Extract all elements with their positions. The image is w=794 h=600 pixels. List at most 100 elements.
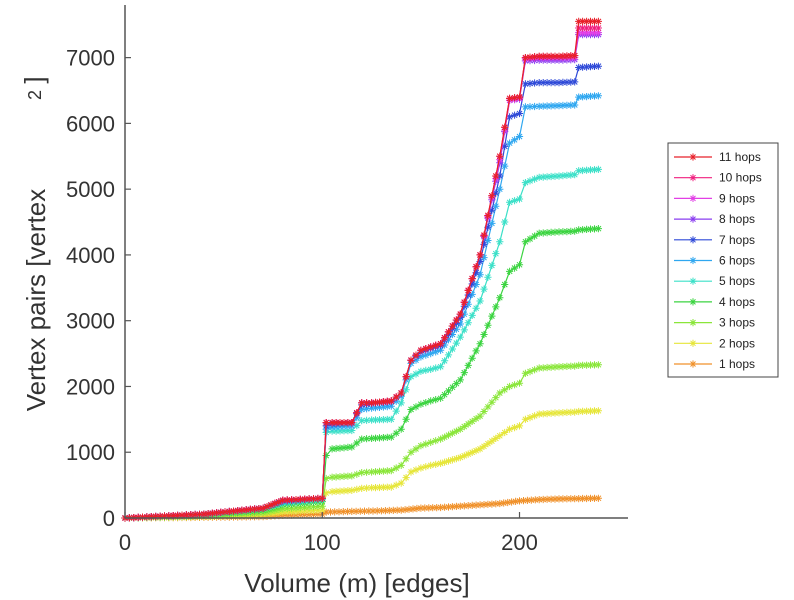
series-point <box>594 62 602 70</box>
series-point <box>563 171 571 179</box>
series-point <box>511 94 519 102</box>
series-point <box>594 225 602 233</box>
series-point <box>567 495 575 503</box>
series-point <box>492 303 500 311</box>
series-point <box>427 461 435 469</box>
legend-swatch-marker <box>689 277 697 285</box>
series-point <box>152 512 160 521</box>
series-point <box>526 368 534 376</box>
series-point <box>590 92 599 100</box>
legend-item-2-hops: 2 hops <box>674 336 755 350</box>
legend-label: 9 hops <box>719 191 755 205</box>
series-point <box>496 172 504 180</box>
series-point <box>501 280 509 289</box>
series-point <box>488 219 496 227</box>
series-point <box>441 433 449 441</box>
series-line-5-hops <box>124 168 599 519</box>
legend-swatch-marker <box>689 194 697 202</box>
series-point <box>579 361 587 369</box>
series-point <box>381 507 389 515</box>
series-point <box>571 101 579 109</box>
series-point <box>417 346 425 354</box>
series-point <box>531 79 539 87</box>
series-point <box>583 93 591 101</box>
series-point <box>484 321 492 329</box>
series-point <box>594 494 602 502</box>
series-point <box>441 503 449 511</box>
series-point <box>506 139 514 147</box>
series-point <box>432 396 440 404</box>
series-point <box>437 394 445 402</box>
series-point <box>484 403 492 411</box>
legend-item-11-hops: 11 hops <box>674 150 761 164</box>
series-point <box>275 506 283 514</box>
series-point <box>472 347 480 355</box>
series-point <box>429 504 437 512</box>
series-point <box>143 513 151 521</box>
series-point <box>309 503 318 511</box>
series-point <box>344 443 352 451</box>
legend-label: 4 hops <box>719 295 755 309</box>
series-2-hops <box>121 407 602 522</box>
series-point <box>575 495 583 503</box>
y-tick-label: 1000 <box>66 440 115 465</box>
series-point <box>563 52 571 60</box>
legend-item-5-hops: 5 hops <box>674 274 755 288</box>
series-point <box>526 177 534 185</box>
series-point <box>392 429 400 437</box>
series-point <box>551 172 559 180</box>
series-point <box>515 261 524 269</box>
series-point <box>432 341 440 349</box>
series-point <box>392 407 400 415</box>
series-point <box>539 52 547 60</box>
series-point <box>444 457 453 465</box>
series-point <box>353 485 361 493</box>
legend-swatch-marker <box>689 319 697 327</box>
series-point <box>385 506 393 515</box>
series-point <box>594 17 602 25</box>
series-point <box>590 166 599 174</box>
series-point <box>476 271 484 279</box>
series-point <box>348 443 356 451</box>
series-point <box>480 330 488 339</box>
series-point <box>397 461 405 469</box>
series-point <box>488 500 496 508</box>
series-point <box>344 427 352 435</box>
series-point <box>583 24 591 32</box>
series-point <box>547 79 555 87</box>
series-point <box>506 382 514 391</box>
series-point <box>468 280 476 288</box>
series-point <box>204 510 212 518</box>
series-point <box>579 407 587 415</box>
series-point <box>448 383 456 391</box>
series-point <box>275 498 283 506</box>
series-point <box>375 403 384 411</box>
series-point <box>369 507 377 515</box>
series-point <box>353 439 361 447</box>
series-point <box>191 510 199 519</box>
series-point <box>328 488 336 496</box>
series-point <box>336 487 344 495</box>
series-point <box>452 427 460 435</box>
series-point <box>397 506 405 514</box>
series-point <box>397 399 405 407</box>
series-point <box>452 455 460 463</box>
series-point <box>531 175 539 183</box>
series-point <box>551 102 559 110</box>
series-point <box>322 419 330 427</box>
series-point <box>535 410 543 418</box>
series-point <box>472 263 480 271</box>
series-point <box>283 504 291 513</box>
series-point <box>336 427 344 435</box>
series-point <box>379 467 387 475</box>
series-point <box>480 231 488 239</box>
series-point <box>500 499 508 507</box>
series-point <box>571 227 579 235</box>
series-point <box>332 419 340 427</box>
series-point <box>363 484 371 492</box>
series-point <box>488 398 496 406</box>
series-point <box>328 473 336 481</box>
series-point <box>387 402 395 410</box>
series-point <box>559 409 567 417</box>
series-point <box>371 434 380 442</box>
